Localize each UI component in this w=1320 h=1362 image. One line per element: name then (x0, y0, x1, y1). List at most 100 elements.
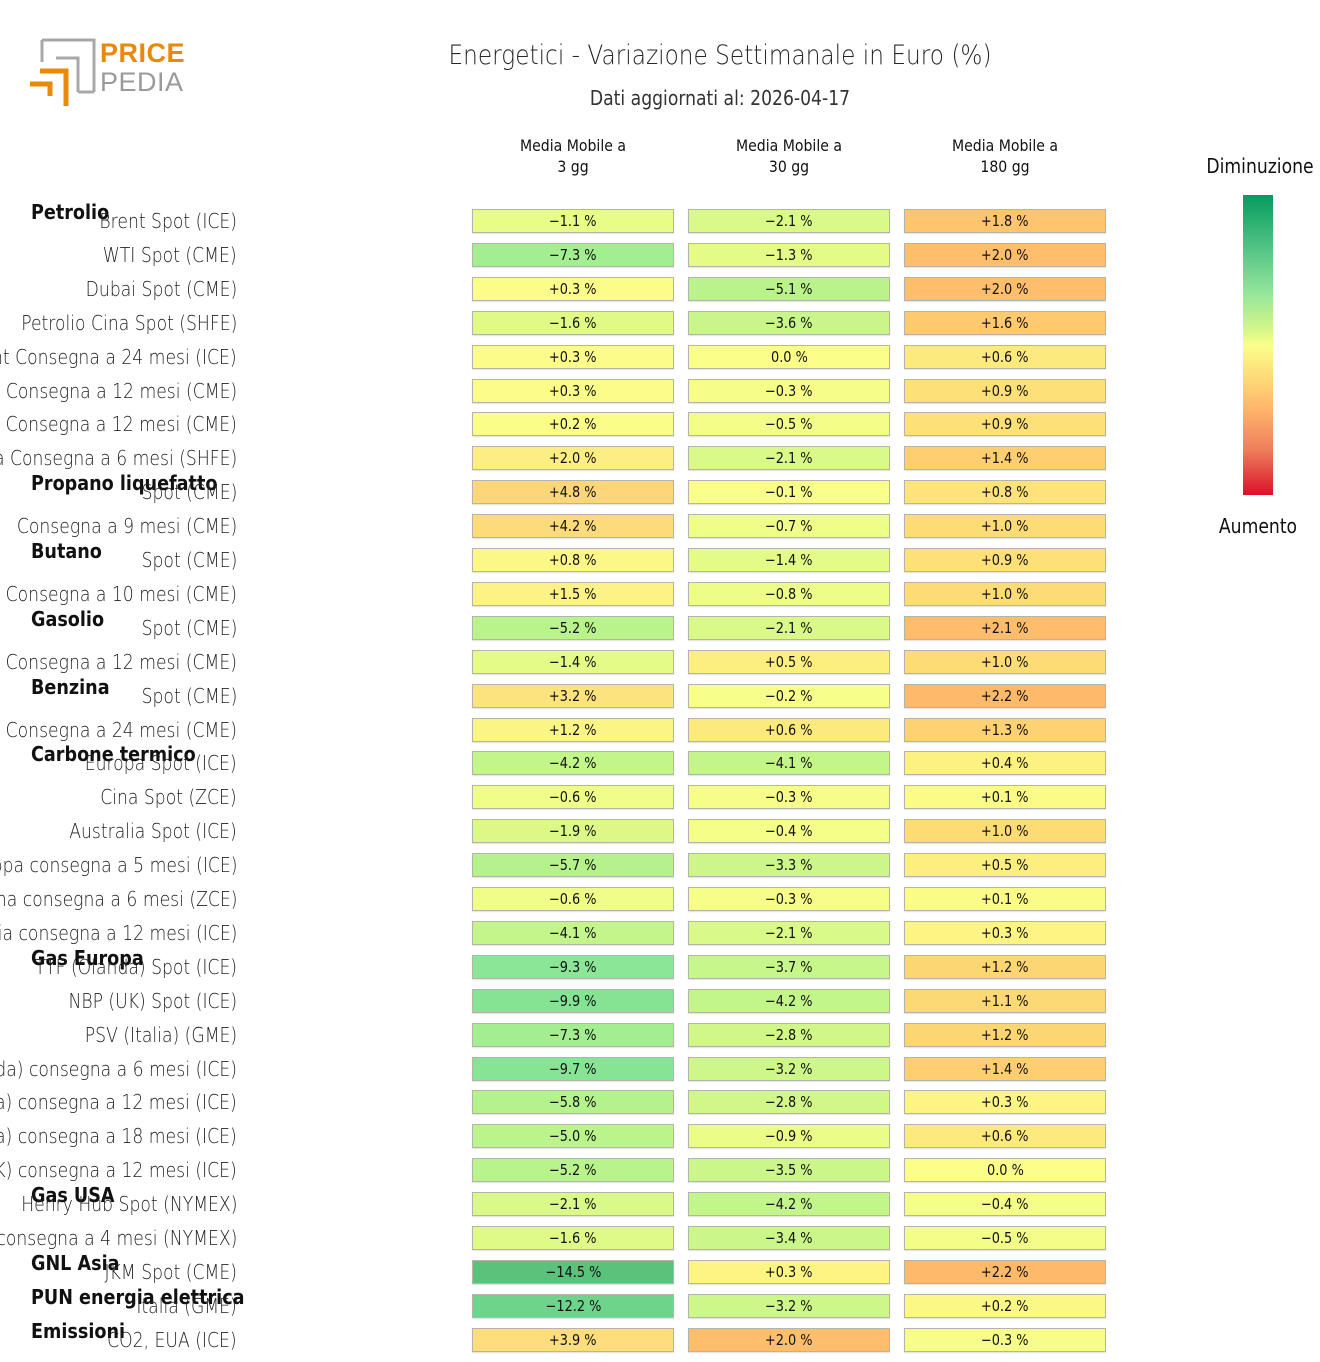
cell-value-label: +1.5 % (549, 584, 597, 603)
heatmap-cell: −0.7 % (688, 514, 890, 539)
heatmap-cell: +0.5 % (688, 649, 890, 674)
cell-value-label: −5.1 % (765, 279, 813, 298)
column-header-line1: Media Mobile a (951, 136, 1059, 155)
heatmap-cell: −0.9 % (688, 1124, 890, 1149)
cell-value-label: −0.3 % (765, 788, 813, 807)
heatmap-cell: −5.1 % (688, 276, 890, 301)
table-row: TTF (Olanda) consegna a 12 mesi (ICE) −5.… (0, 1090, 1120, 1124)
cell-value-label: +3.9 % (549, 1330, 597, 1349)
table-row: Emissioni CO2, EUA (ICE) +3.9 % +2.0 % −0.3 … (0, 1319, 1120, 1362)
group-label: Gas Europa (31, 945, 144, 970)
heatmap-cell: +2.0 % (904, 276, 1106, 301)
table-row: GNL Asia JKM Spot (CME) −14.5 % +0.3 % +2.2 … (0, 1251, 1120, 1294)
heatmap-cell: −9.7 % (472, 1056, 674, 1081)
table-row: Gas USA Henry Hub Spot (NYMEX) −2.1 % −4.2 … (0, 1183, 1120, 1226)
heatmap-cell: −3.5 % (688, 1158, 890, 1183)
cell-value-label: +3.2 % (549, 686, 597, 705)
cell-value-label: +2.1 % (981, 618, 1029, 637)
cell-value-label: −4.1 % (549, 923, 597, 942)
heatmap-cell: −0.2 % (688, 683, 890, 708)
cell-value-label: +0.3 % (981, 923, 1029, 942)
heatmap-cell: −2.1 % (472, 1192, 674, 1217)
row-label: Petrolio Cina Spot (SHFE) (20, 310, 237, 335)
cell-value-label: +0.2 % (981, 1296, 1029, 1315)
table-row: Dubai Consegna a 12 mesi (CME) +0.2 % −0.5… (0, 412, 1120, 446)
cell-value-label: +0.1 % (981, 890, 1029, 908)
table-row: NBP (UK) Spot (ICE) −9.9 % −4.2 % +1.1 % (0, 988, 1120, 1023)
heatmap-cell: −0.3 % (688, 378, 890, 403)
row-label: Australia Spot (ICE) (69, 819, 237, 844)
cell-value-label: +4.8 % (549, 483, 597, 502)
heatmap-cell: −2.1 % (688, 446, 890, 471)
cell-value-label: +1.1 % (981, 991, 1029, 1010)
heatmap-cell: −4.2 % (688, 1192, 890, 1217)
table-row: Petrolio Cina Consegna a 6 mesi (SHFE) +2… (0, 446, 1120, 480)
cell-value-label: +2.0 % (765, 1330, 813, 1349)
heatmap-cell: −0.6 % (472, 785, 674, 810)
heatmap-cell: −3.7 % (688, 954, 890, 979)
table-row: Carbone termico Europa Spot (ICE) −4.2 % −4… (0, 742, 1120, 785)
cell-value-label: −5.7 % (549, 856, 597, 875)
row-label: WTI Spot (CME) (103, 242, 237, 267)
cell-value-label: +0.2 % (549, 415, 597, 434)
heatmap-cell: +0.3 % (904, 920, 1106, 945)
table-row: WTI Spot (CME) −7.3 % −1.3 % +2.0 % (0, 242, 1120, 277)
heatmap-cell: +1.0 % (904, 649, 1106, 674)
cell-value-label: −3.5 % (765, 1161, 813, 1180)
cell-value-label: −9.9 % (549, 991, 597, 1010)
heatmap-cell: +0.5 % (904, 853, 1106, 878)
cell-value-label: −1.3 % (765, 245, 813, 264)
heatmap-cell: −0.3 % (904, 1327, 1106, 1352)
heatmap-cell: −1.1 % (472, 209, 674, 233)
heatmap-cell: +0.9 % (904, 378, 1106, 403)
cell-value-label: −3.7 % (765, 957, 813, 976)
row-label: Europa consegna a 5 mesi (ICE) (0, 853, 237, 878)
row-label: Dubai Spot (CME) (85, 276, 237, 301)
heatmap-cell: +2.2 % (904, 683, 1106, 708)
cell-value-label: +0.3 % (549, 347, 597, 366)
heatmap-cell: +0.6 % (688, 717, 890, 742)
cell-value-label: −0.4 % (765, 822, 813, 841)
heatmap-cell: +2.0 % (688, 1327, 890, 1352)
legend-color-scale (1243, 195, 1273, 495)
row-label: Petrolio Cina Consegna a 6 mesi (SHFE) (0, 446, 237, 471)
group-label: Petrolio (31, 200, 110, 224)
group-label: GNL Asia (31, 1250, 120, 1275)
row-label: Spot (CME) (141, 683, 237, 708)
heatmap-cell: −1.6 % (472, 310, 674, 335)
heatmap-cell: −4.2 % (472, 751, 674, 776)
heatmap-cell: −2.1 % (688, 209, 890, 233)
cell-value-label: −3.4 % (765, 1229, 813, 1247)
heatmap-cell: −4.1 % (472, 920, 674, 945)
row-label: Henry Hub consegna a 4 mesi (NYMEX) (0, 1226, 237, 1250)
row-label: Brent Consegna a 24 mesi (ICE) (0, 344, 237, 369)
row-label: Italia (GME) (136, 1293, 237, 1318)
group-label: Butano (31, 539, 102, 563)
row-label: JKM Spot (CME) (104, 1259, 237, 1284)
heatmap-cell: −12.2 % (472, 1293, 674, 1318)
cell-value-label: +0.8 % (981, 483, 1029, 502)
cell-value-label: +0.3 % (765, 1262, 813, 1281)
heatmap-cell: −2.1 % (688, 920, 890, 945)
cell-value-label: −12.2 % (545, 1296, 601, 1315)
cell-value-label: −3.2 % (765, 1296, 813, 1315)
cell-value-label: −3.3 % (765, 856, 813, 875)
table-row: NBP (UK) consegna a 12 mesi (ICE) −5.2 % −… (0, 1158, 1120, 1192)
legend-increase-label: Aumento (1218, 514, 1298, 538)
heatmap-cell: −3.6 % (688, 310, 890, 335)
heatmap-cell: −0.6 % (472, 887, 674, 911)
logo-mark-icon (30, 38, 96, 106)
cell-value-label: −0.1 % (765, 483, 813, 502)
heatmap-cell: −1.6 % (472, 1226, 674, 1250)
cell-value-label: 0.0 % (770, 347, 808, 366)
heatmap-cell: +1.3 % (904, 717, 1106, 742)
heatmap-cell: +0.1 % (904, 887, 1106, 911)
cell-value-label: +0.8 % (549, 551, 597, 569)
heatmap-cell: −1.4 % (472, 649, 674, 674)
table-row: TTF (Olanda) consegna a 18 mesi (ICE) −5.… (0, 1124, 1120, 1158)
cell-value-label: −2.1 % (765, 618, 813, 637)
table-row: TTF (Olanda) consegna a 6 mesi (ICE) −9.7… (0, 1056, 1120, 1091)
heatmap-cell: −2.8 % (688, 1022, 890, 1047)
cell-value-label: +1.2 % (981, 1025, 1029, 1044)
heatmap-cell: −1.4 % (688, 548, 890, 572)
